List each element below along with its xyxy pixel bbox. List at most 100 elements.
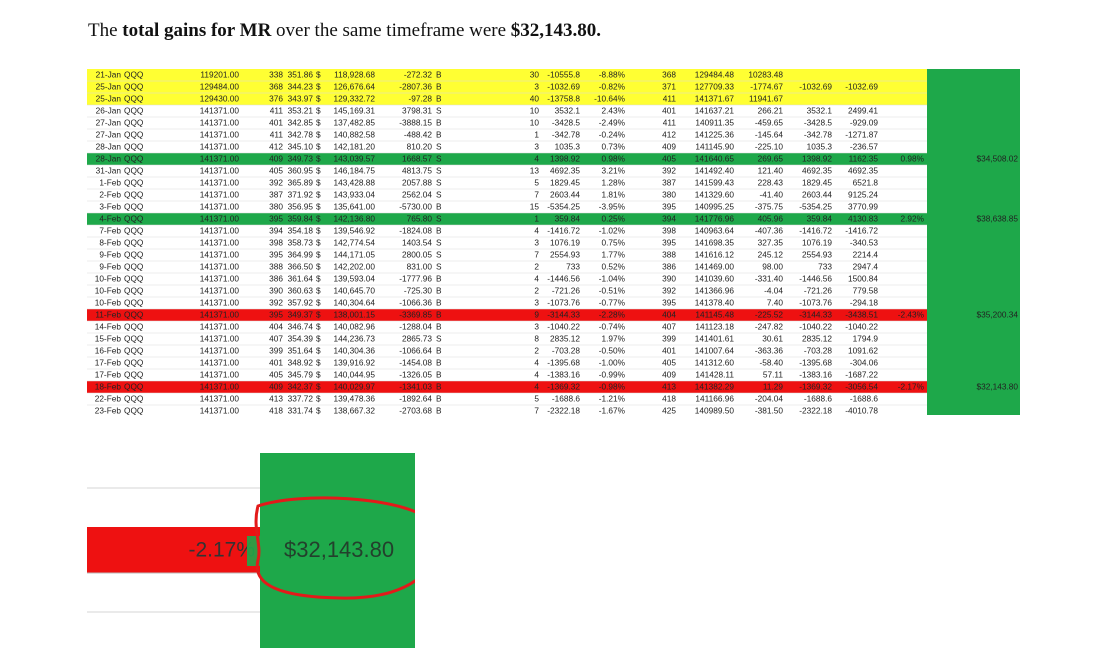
cell: -3144.33 bbox=[547, 310, 580, 320]
cell: 359.84 bbox=[288, 214, 314, 224]
cell: -1824.08 bbox=[399, 226, 432, 236]
cell: -1446.56 bbox=[799, 274, 832, 284]
cell: -247.82 bbox=[755, 322, 784, 332]
cell: -2.49% bbox=[599, 118, 626, 128]
cell: 141371.00 bbox=[200, 250, 240, 260]
cell: -2322.18 bbox=[799, 406, 832, 416]
cell: -1.04% bbox=[599, 274, 626, 284]
cell: 17-Feb bbox=[95, 370, 122, 380]
cell: 129,332.72 bbox=[333, 94, 375, 104]
cell: 28-Jan bbox=[96, 142, 122, 152]
cell: $ bbox=[316, 154, 321, 164]
cell: 337.72 bbox=[288, 394, 314, 404]
cell: QQQ bbox=[124, 370, 144, 380]
cell: 2603.44 bbox=[802, 190, 832, 200]
cell: 405 bbox=[662, 358, 676, 368]
cell: 8-Feb bbox=[99, 238, 121, 248]
cell: 366.50 bbox=[288, 262, 314, 272]
cell: -0.24% bbox=[599, 130, 626, 140]
cell: 31-Jan bbox=[96, 166, 122, 176]
cell: -3056.54 bbox=[845, 382, 878, 392]
cell: 141599.43 bbox=[695, 178, 735, 188]
cell: 413 bbox=[662, 382, 676, 392]
cell: -721.26 bbox=[804, 286, 833, 296]
cell: 9 bbox=[534, 310, 539, 320]
total-column bbox=[927, 69, 1020, 415]
cell: 23-Feb bbox=[95, 406, 122, 416]
cell: -13758.8 bbox=[547, 94, 580, 104]
cell: 141371.00 bbox=[200, 322, 240, 332]
cell: 141637.21 bbox=[695, 106, 735, 116]
cell: 129430.00 bbox=[200, 94, 240, 104]
cell: QQQ bbox=[124, 166, 144, 176]
cell: 16-Feb bbox=[95, 346, 122, 356]
row-fill bbox=[87, 93, 927, 105]
cell: 349.73 bbox=[288, 154, 314, 164]
cell: 143,933.04 bbox=[333, 190, 375, 200]
cell: 4130.83 bbox=[848, 214, 878, 224]
cell: 345.79 bbox=[288, 370, 314, 380]
cell: 371 bbox=[662, 82, 676, 92]
cell: 11-Feb bbox=[95, 310, 121, 320]
cell: 351.86 bbox=[288, 70, 314, 80]
cell: QQQ bbox=[124, 154, 144, 164]
cell: -2.17% bbox=[898, 382, 925, 392]
cell: B bbox=[436, 118, 442, 128]
cell: 4 bbox=[534, 382, 539, 392]
cell: 412 bbox=[662, 130, 676, 140]
cell: 98.00 bbox=[762, 262, 783, 272]
cell: 418 bbox=[662, 394, 676, 404]
cell: B bbox=[436, 70, 442, 80]
cell: -0.98% bbox=[599, 382, 626, 392]
intro-segment: total gains for MR bbox=[122, 20, 272, 41]
cell: 359.84 bbox=[555, 214, 581, 224]
cell: 1398.92 bbox=[550, 154, 580, 164]
cell: 3 bbox=[534, 322, 539, 332]
cell: B bbox=[436, 346, 442, 356]
cell: 2800.05 bbox=[402, 250, 432, 260]
cell: B bbox=[436, 286, 442, 296]
cell: 405 bbox=[662, 154, 676, 164]
cell: S bbox=[436, 178, 442, 188]
cell: 138,001.15 bbox=[333, 310, 375, 320]
cell: 141378.40 bbox=[695, 298, 735, 308]
cell: 141123.18 bbox=[695, 322, 734, 332]
cell: 10-Feb bbox=[95, 298, 122, 308]
cell: 10 bbox=[530, 106, 540, 116]
cell: QQQ bbox=[124, 202, 144, 212]
cell: $ bbox=[316, 394, 321, 404]
cell: 141371.00 bbox=[200, 346, 240, 356]
cell: 4 bbox=[534, 274, 539, 284]
cell: 135,641.00 bbox=[333, 202, 375, 212]
cell: 349.37 bbox=[288, 310, 314, 320]
cell: -459.65 bbox=[755, 118, 784, 128]
cell: 365.89 bbox=[288, 178, 314, 188]
cell: 141371.00 bbox=[200, 382, 240, 392]
cell: 358.73 bbox=[288, 238, 314, 248]
cell: $ bbox=[316, 370, 321, 380]
cell: 2835.12 bbox=[550, 334, 580, 344]
cell: 425 bbox=[662, 406, 676, 416]
cell: QQQ bbox=[124, 82, 144, 92]
cell: $ bbox=[316, 334, 321, 344]
cell: -1.00% bbox=[599, 358, 626, 368]
cell: S bbox=[436, 166, 442, 176]
cell: 342.85 bbox=[288, 118, 314, 128]
cell: -1416.72 bbox=[547, 226, 580, 236]
cell: 141469.00 bbox=[695, 262, 735, 272]
cell: S bbox=[436, 142, 442, 152]
intro-segment: over the same timeframe were bbox=[271, 20, 511, 41]
cell: 399 bbox=[662, 334, 676, 344]
cell: 2.43% bbox=[601, 106, 625, 116]
cell: 368 bbox=[662, 70, 676, 80]
cell: 380 bbox=[662, 190, 676, 200]
cell: -4010.78 bbox=[845, 406, 878, 416]
sheet-bg bbox=[87, 69, 1020, 415]
cell: 141145.90 bbox=[695, 142, 734, 152]
cell: -1416.72 bbox=[845, 226, 878, 236]
cell: -1383.16 bbox=[799, 370, 832, 380]
cell: 142,774.54 bbox=[333, 238, 375, 248]
green-column bbox=[260, 453, 415, 648]
cell: 401 bbox=[269, 118, 283, 128]
cell: $ bbox=[316, 82, 321, 92]
